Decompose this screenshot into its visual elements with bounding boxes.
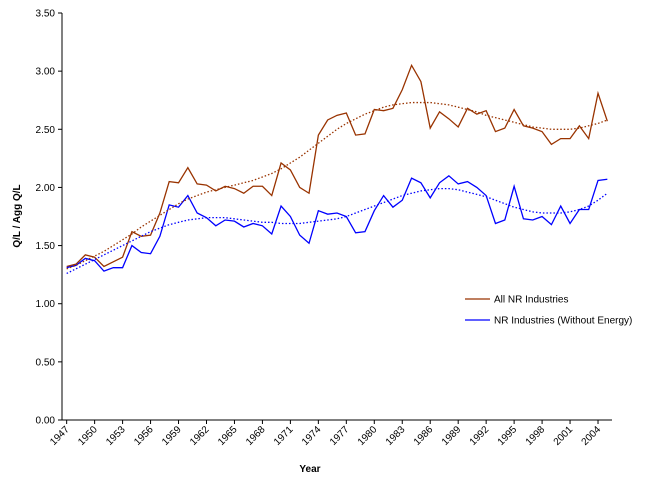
legend-label: All NR Industries [494,295,568,306]
x-tick-label: 1995 [496,424,520,448]
y-axis-title: Q/L / Agg Q/L [12,184,23,247]
x-tick-label: 1947 [48,424,72,448]
x-tick-label: 1998 [524,424,548,448]
y-tick-label: 3.00 [36,67,56,78]
x-tick-label: 1971 [272,424,296,448]
x-tick-label: 1950 [76,424,100,448]
y-tick-label: 1.00 [36,299,56,310]
x-tick-label: 1956 [132,424,156,448]
y-tick-label: 1.50 [36,241,56,252]
y-tick-label: 2.50 [36,125,56,136]
x-tick-label: 1980 [356,424,380,448]
trend-line [66,101,608,270]
y-tick-label: 0.50 [36,357,56,368]
x-tick-label: 2004 [580,424,604,448]
x-tick-label: 1962 [188,424,212,448]
x-tick-label: 1983 [384,424,408,448]
x-tick-label: 1992 [468,424,492,448]
x-tick-label: 1977 [328,424,352,448]
x-tick-label: 2001 [552,424,576,448]
x-tick-label: 1968 [244,424,268,448]
y-tick-label: 3.50 [36,9,56,20]
x-axis-title: Year [299,464,320,475]
series-line [66,63,608,268]
trend-line [66,187,608,275]
legend-label: NR Industries (Without Energy) [494,316,632,327]
y-tick-label: 2.00 [36,183,56,194]
x-tick-label: 1953 [104,424,128,448]
y-tick-label: 0.00 [36,416,56,427]
x-tick-label: 1974 [300,424,324,448]
series-line [66,174,608,272]
x-tick-label: 1986 [412,424,436,448]
x-tick-label: 1959 [160,424,184,448]
x-tick-label: 1989 [440,424,464,448]
x-tick-label: 1965 [216,424,240,448]
